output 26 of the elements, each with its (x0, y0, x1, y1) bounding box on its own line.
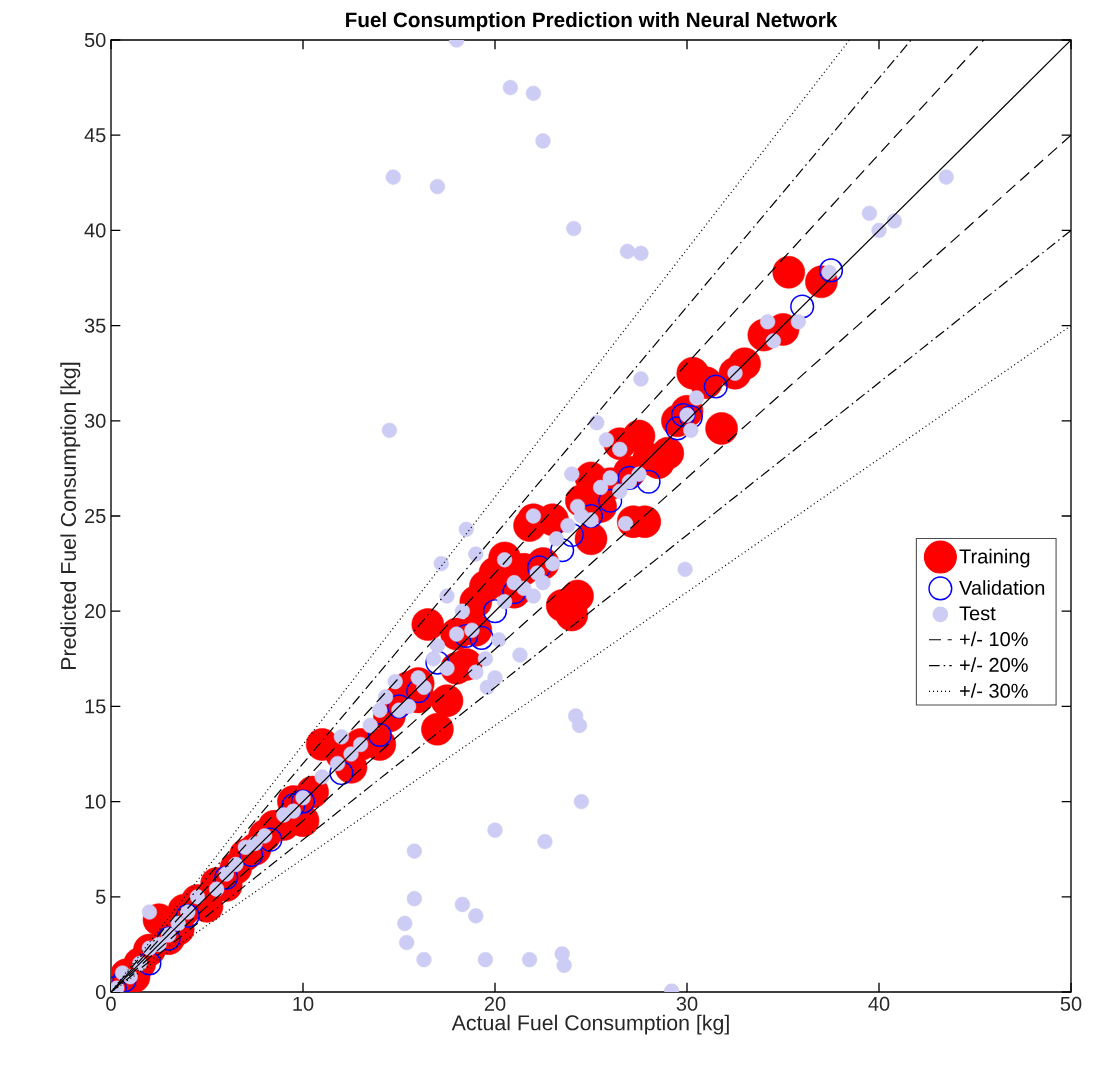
y-tick-label: 35 (84, 318, 106, 333)
y-tick-label: 0 (95, 984, 106, 1000)
legend-label: Validation (959, 580, 1045, 595)
y-tick-label: 5 (95, 889, 106, 904)
chart-title: Fuel Consumption Prediction with Neural Network (346, 12, 838, 32)
legend-label: Training (959, 548, 1030, 568)
y-tick-label: 15 (85, 699, 106, 714)
x-tick-label: 10 (293, 996, 314, 1011)
y-tick-label: 45 (84, 128, 106, 143)
x-tick-label: 20 (484, 996, 506, 1011)
y-tick-label: 30 (84, 413, 106, 428)
x-tick-label: 30 (676, 996, 698, 1011)
y-tick-label: 50 (84, 32, 106, 48)
y-tick-label: 20 (85, 604, 106, 619)
x-tick-label: 0 (106, 996, 116, 1011)
y-axis-title: Predicted Fuel Consumption [kg] (60, 362, 81, 669)
y-tick-label: 10 (85, 794, 106, 809)
x-tick-label: 40 (868, 996, 890, 1011)
legend-label: +/- 20% (960, 657, 1028, 673)
legend-label: +/- 30% (960, 683, 1028, 698)
legend-label: +/- 10% (960, 631, 1028, 647)
x-axis-title: Actual Fuel Consumption [kg] (451, 1014, 729, 1035)
y-tick-label: 25 (85, 508, 106, 524)
legend-label: Test (959, 606, 996, 621)
y-tick-label: 40 (84, 223, 106, 238)
x-tick-label: 50 (1060, 996, 1082, 1011)
